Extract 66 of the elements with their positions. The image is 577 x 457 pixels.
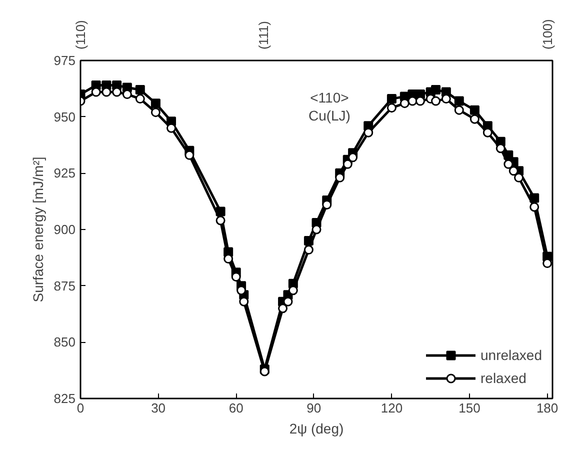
point	[335, 172, 345, 182]
point	[304, 245, 314, 255]
text: (100)	[540, 19, 555, 50]
text: (110)	[73, 20, 88, 50]
y-tick-label: 900	[54, 222, 76, 237]
point	[184, 150, 194, 160]
x-tick-label: 0	[76, 400, 84, 416]
point	[470, 114, 480, 124]
point	[415, 96, 425, 106]
x-tick-label: 120	[380, 400, 403, 416]
point	[454, 105, 464, 115]
x-tick-label: 30	[151, 400, 166, 416]
y-tick-label: 950	[54, 109, 76, 124]
y-tick-label: 875	[54, 278, 76, 294]
point	[112, 87, 122, 97]
point	[312, 224, 322, 234]
y-tick-label: 850	[54, 334, 76, 350]
point	[216, 216, 226, 226]
point	[342, 159, 352, 169]
point	[231, 272, 241, 282]
point	[122, 90, 132, 100]
point	[441, 94, 451, 104]
text: (111)	[256, 21, 271, 50]
x-tick-label: 180	[536, 400, 558, 416]
legend-label: relaxed	[480, 370, 526, 386]
point	[542, 258, 552, 268]
point	[408, 96, 418, 106]
point	[91, 87, 101, 97]
point	[150, 108, 160, 118]
x-tick-label: 90	[306, 400, 322, 416]
point	[431, 96, 441, 106]
point	[236, 286, 246, 296]
point	[431, 85, 441, 95]
x-tick-label: 60	[228, 400, 244, 416]
annotation: <110> Cu(LJ)	[308, 90, 350, 124]
point	[508, 166, 518, 176]
legend-label: unrelaxed	[480, 347, 542, 363]
point	[166, 123, 176, 133]
y-tick-label: 825	[54, 391, 76, 406]
x-tick-label: 150	[458, 400, 480, 416]
point	[348, 152, 358, 162]
point	[135, 85, 145, 95]
point	[364, 128, 374, 138]
point	[454, 96, 464, 106]
point	[482, 128, 492, 138]
point	[102, 87, 112, 97]
point	[135, 94, 145, 104]
point	[150, 98, 160, 108]
point	[283, 296, 293, 306]
point	[470, 105, 480, 115]
point	[278, 304, 288, 314]
y-axis-title: Surface energy [mJ/m²]	[30, 156, 46, 302]
point	[504, 159, 514, 169]
point	[288, 286, 298, 296]
y-tick-label: 975	[54, 53, 76, 68]
point	[496, 144, 506, 154]
point	[386, 94, 396, 104]
point	[386, 103, 396, 113]
y-tick-label: 925	[54, 166, 76, 181]
point	[260, 366, 270, 376]
point	[224, 254, 234, 264]
x-axis-title: 2ψ (deg)	[289, 420, 344, 436]
point	[239, 296, 249, 306]
point	[400, 98, 410, 108]
point	[514, 172, 524, 182]
point	[530, 202, 540, 212]
